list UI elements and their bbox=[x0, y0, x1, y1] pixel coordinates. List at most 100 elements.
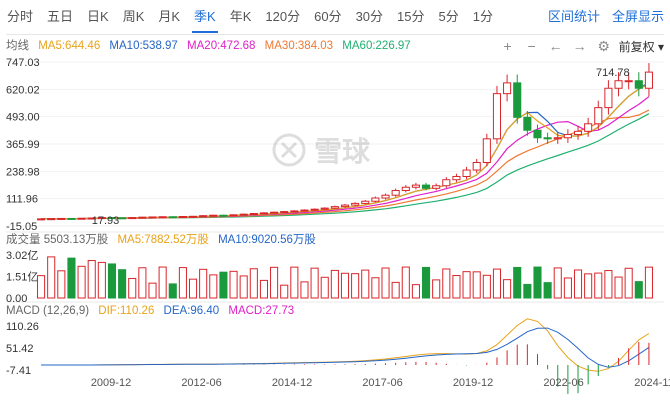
tab-10[interactable]: 15分 bbox=[397, 9, 425, 24]
tab-1[interactable]: 五日 bbox=[47, 9, 74, 24]
volume-bar bbox=[472, 271, 481, 299]
candle-body bbox=[57, 217, 66, 220]
volume-bar bbox=[432, 279, 441, 299]
candle-body bbox=[553, 137, 562, 140]
candle-body bbox=[249, 213, 258, 216]
tab-11[interactable]: 5分 bbox=[438, 9, 459, 24]
candle-body bbox=[188, 215, 198, 218]
volume-bar bbox=[300, 281, 309, 299]
volume-bar bbox=[178, 267, 187, 299]
move-right-icon[interactable]: → bbox=[572, 38, 587, 54]
volume-bar bbox=[391, 281, 400, 299]
chart-toolbar: + − ← → ⚙ 前复权 ▾ bbox=[499, 37, 664, 55]
volume-bar bbox=[67, 257, 76, 299]
move-left-icon[interactable]: ← bbox=[548, 38, 563, 54]
volume-bar bbox=[513, 266, 522, 299]
volume-bar bbox=[158, 266, 167, 299]
candle-body bbox=[199, 215, 208, 218]
candle-body bbox=[563, 134, 572, 139]
candle-body bbox=[97, 217, 106, 220]
volume-bar bbox=[107, 263, 117, 299]
volume-bar bbox=[624, 267, 633, 299]
tab-8[interactable]: 60分 bbox=[314, 9, 342, 24]
candle-body bbox=[178, 216, 187, 219]
volume-bar bbox=[442, 268, 451, 299]
fullscreen-link[interactable]: 全屏显示 bbox=[611, 9, 664, 24]
price-tick-label: 111.96 bbox=[6, 194, 38, 206]
volume-bar bbox=[634, 281, 643, 299]
date-tick-label: 2009-12 bbox=[91, 377, 131, 389]
settings-icon[interactable]: ⚙ bbox=[597, 37, 610, 54]
candle-body bbox=[432, 185, 441, 189]
candle-body bbox=[67, 217, 76, 220]
candle-body bbox=[219, 214, 228, 217]
candle-body bbox=[290, 210, 299, 213]
volume-bar bbox=[118, 269, 127, 299]
low-price-label: 17.93 bbox=[92, 215, 120, 227]
volume-tick-label: 1.51亿 bbox=[6, 271, 38, 284]
volume-bar bbox=[401, 266, 410, 299]
price-tick-label: 493.00 bbox=[6, 112, 40, 124]
volume-bar bbox=[492, 268, 502, 299]
candle-body bbox=[320, 207, 329, 210]
candle-body bbox=[594, 107, 603, 125]
candle-body bbox=[330, 206, 339, 209]
candle-body bbox=[239, 213, 248, 216]
period-tabs: 分时 五日 日K 周K 月K 季K 年K 120分 60分 30分 15分 5分 1分 bbox=[0, 0, 670, 34]
volume-bar bbox=[351, 273, 360, 299]
tab-0[interactable]: 分时 bbox=[7, 9, 34, 24]
volume-bar bbox=[573, 269, 583, 299]
tab-5[interactable]: 季K bbox=[187, 6, 223, 33]
ma60-value: MA60:226.97 bbox=[342, 40, 411, 52]
date-tick-label: 2012-06 bbox=[181, 377, 221, 389]
tab-12[interactable]: 1分 bbox=[472, 9, 493, 24]
candle-body bbox=[584, 123, 593, 132]
volume-bar bbox=[320, 276, 329, 299]
minus-icon[interactable]: − bbox=[527, 38, 536, 54]
candle-body bbox=[573, 130, 583, 136]
volume-bar bbox=[604, 270, 613, 299]
price-adjust-select[interactable]: 前复权 ▾ bbox=[618, 39, 664, 54]
volume-bar bbox=[533, 266, 542, 299]
tab-4[interactable]: 月K bbox=[158, 9, 181, 24]
candle-body bbox=[351, 202, 360, 206]
volume-bar bbox=[128, 277, 137, 299]
volume-bar bbox=[563, 277, 572, 299]
tab-3[interactable]: 周K bbox=[122, 9, 145, 24]
volume-bar bbox=[219, 271, 228, 299]
candle-body bbox=[624, 80, 633, 83]
volume-bar bbox=[97, 261, 106, 299]
dea-value: DEA:96.40 bbox=[163, 305, 220, 317]
range-stats-link[interactable]: 区间统计 bbox=[547, 9, 600, 24]
volume-bar bbox=[259, 279, 268, 299]
candle-body bbox=[259, 212, 268, 215]
candle-body bbox=[148, 216, 157, 219]
candle-body bbox=[158, 216, 167, 219]
volume-bar bbox=[138, 267, 147, 299]
candle-body bbox=[644, 71, 653, 89]
add-icon[interactable]: + bbox=[503, 38, 512, 54]
candle-body bbox=[87, 217, 96, 220]
candle-body bbox=[381, 194, 390, 199]
volume-bar bbox=[330, 269, 339, 299]
tab-2[interactable]: 日K bbox=[87, 9, 109, 24]
tab-7[interactable]: 120分 bbox=[265, 9, 301, 24]
candle-body bbox=[411, 184, 420, 188]
header-links: 区间统计 全屏显示 bbox=[548, 6, 664, 25]
candle-body bbox=[523, 116, 532, 131]
volume-bar bbox=[361, 269, 370, 299]
volume-bar bbox=[503, 279, 512, 299]
candle-body bbox=[422, 184, 431, 189]
volume-bar bbox=[411, 284, 420, 299]
candle-body bbox=[604, 87, 613, 109]
volume-bar bbox=[148, 282, 157, 299]
tab-9[interactable]: 30分 bbox=[355, 9, 384, 24]
volume-bar bbox=[47, 256, 56, 299]
tab-6[interactable]: 年K bbox=[229, 9, 252, 24]
macd-tick-label: -7.41 bbox=[6, 365, 31, 377]
volume-tick-label: 0.00 bbox=[6, 293, 27, 305]
xueqiu-logo-icon bbox=[272, 133, 306, 167]
high-price-label: 714.78 bbox=[596, 67, 630, 79]
volume-bar bbox=[239, 275, 248, 299]
